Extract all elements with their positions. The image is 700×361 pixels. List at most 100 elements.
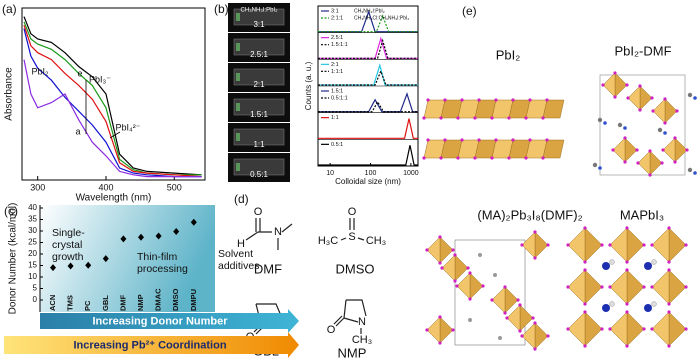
ratio-label: 1.5:1 [250,110,268,119]
x-tick-label: DMPU [189,289,198,311]
iodide [528,98,532,102]
iodide [667,344,671,348]
legend-label: 2:1:1 [331,15,343,21]
vial [233,68,285,86]
iodide [426,98,430,102]
iodide [625,260,629,264]
size-distribution [318,63,418,86]
size-distribution [318,14,418,33]
iodide [675,109,679,113]
iodide [667,302,671,306]
iodide [651,109,655,113]
iodide [524,156,528,160]
glare [236,103,240,111]
iodide [481,284,485,288]
iodide [600,243,604,247]
molecule-atom [468,318,472,322]
legend-label: 1.5:1 [331,88,343,94]
solvent-atom [693,96,697,100]
annotation: Thin-film [137,251,178,263]
octahedron [426,236,441,264]
iodide [505,316,509,320]
iodide [451,248,455,252]
octahedron [567,311,586,347]
cation [602,304,610,312]
ratio-label: 2:1 [253,80,265,89]
x-tick-label: NMP [136,294,145,311]
iodide [533,256,537,260]
panel-label: (e) [462,4,477,18]
x-tick-label: PC [83,300,92,311]
iodide [642,285,646,289]
molecule-nmp: O N CH₃ NMP [327,299,372,360]
annotation: Solvent [218,248,253,260]
vial [233,158,285,176]
solvent-atom [693,171,697,175]
panel-label: (c) [4,204,18,218]
arrow [4,332,299,358]
y-tick-label: 30 [28,226,37,235]
octahedron [668,269,687,305]
molecule-name: DMSO [336,261,375,276]
atom-label: O [254,206,263,218]
glare [236,163,240,171]
iodide [642,243,646,247]
y-axis-label: Donor Number (kcal/mol) [8,203,19,315]
iodide [660,161,664,165]
annotation: additives [218,260,259,272]
iodide [439,116,443,120]
iodide [520,334,524,338]
iodide [533,230,537,234]
iodide [518,329,522,333]
x-axis-label: Colloidal size (nm) [335,177,401,186]
y-tick-label: 40 [28,203,37,212]
iodide [685,148,689,152]
annotation: PbI₂ [31,66,49,76]
x-tick-label: DMF [118,294,127,311]
cation [644,304,652,312]
iodide [468,271,472,275]
iodide [477,138,481,142]
octahedron [456,272,471,300]
iodide [650,327,654,331]
iodide [613,71,617,75]
unit-cell [599,74,686,176]
legend-label: 0.5:1:1 [331,95,348,101]
atom-label: O [327,324,336,336]
arrow-label: Increasing Pb²⁺ Coordination [73,339,226,351]
octahedron [637,150,651,176]
iodide [518,303,522,307]
iodide [625,302,629,306]
iodide [684,285,688,289]
annotation-arrow [109,131,121,139]
octahedron [626,311,645,347]
size-distribution [318,100,418,113]
octahedron [441,254,456,282]
solvent-atom [597,117,603,123]
iodide [601,83,605,87]
solvent-atom [663,131,667,135]
iodide [663,97,667,101]
glare [236,43,240,51]
iodide [422,116,426,120]
iodide [507,116,511,120]
iodide [507,156,511,160]
iodide [613,95,617,99]
y-axis-label: Counts (a. u.) [304,61,313,110]
molecule-atom [498,336,502,340]
iodide [438,315,442,319]
iodide [667,310,671,314]
iodide [583,260,587,264]
iodide [566,285,570,289]
cation [644,262,652,270]
ratio-label: 3:1 [253,20,265,29]
annotation: PbI₃⁻ [89,74,111,84]
structure-label: (MA)₂Pb₃I₈(DMF)₂ [477,207,582,222]
octahedron [521,322,536,350]
spectrum-line [23,16,202,176]
octahedron [651,227,670,263]
iodide [546,243,550,247]
iodide [663,121,667,125]
cation [602,262,610,270]
